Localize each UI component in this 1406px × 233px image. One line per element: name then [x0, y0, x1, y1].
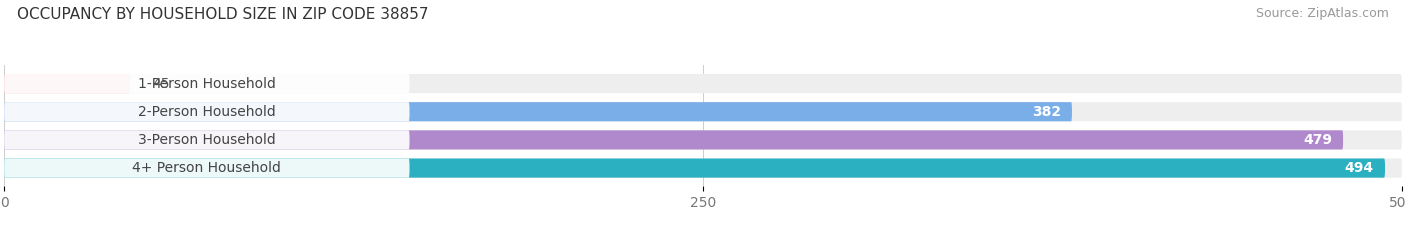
FancyBboxPatch shape — [4, 130, 409, 150]
FancyBboxPatch shape — [4, 74, 409, 93]
Text: 45: 45 — [152, 77, 170, 91]
Text: 2-Person Household: 2-Person Household — [138, 105, 276, 119]
Text: 3-Person Household: 3-Person Household — [138, 133, 276, 147]
FancyBboxPatch shape — [4, 158, 1385, 178]
FancyBboxPatch shape — [4, 74, 129, 93]
Text: 4+ Person Household: 4+ Person Household — [132, 161, 281, 175]
Text: 382: 382 — [1032, 105, 1060, 119]
Text: 479: 479 — [1303, 133, 1331, 147]
FancyBboxPatch shape — [4, 130, 1343, 150]
Text: 1-Person Household: 1-Person Household — [138, 77, 276, 91]
FancyBboxPatch shape — [4, 158, 409, 178]
FancyBboxPatch shape — [4, 74, 1402, 93]
Text: 494: 494 — [1344, 161, 1374, 175]
FancyBboxPatch shape — [4, 102, 1402, 121]
Text: OCCUPANCY BY HOUSEHOLD SIZE IN ZIP CODE 38857: OCCUPANCY BY HOUSEHOLD SIZE IN ZIP CODE … — [17, 7, 429, 22]
FancyBboxPatch shape — [4, 130, 1402, 150]
FancyBboxPatch shape — [4, 102, 409, 121]
Text: Source: ZipAtlas.com: Source: ZipAtlas.com — [1256, 7, 1389, 20]
FancyBboxPatch shape — [4, 158, 1402, 178]
FancyBboxPatch shape — [4, 102, 1071, 121]
